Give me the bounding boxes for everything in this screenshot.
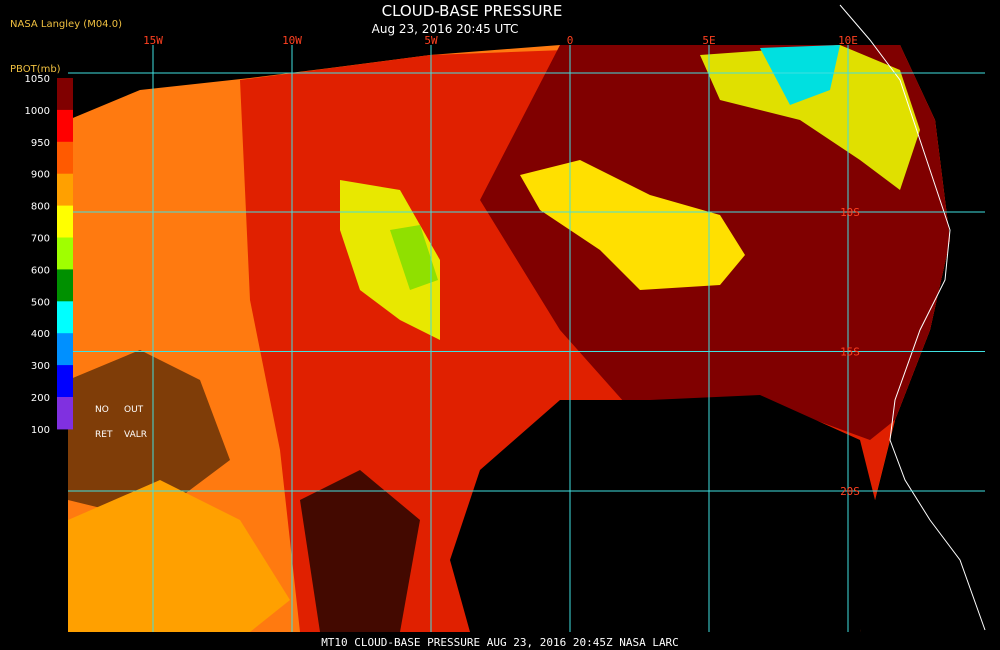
legend-note: NO	[95, 405, 109, 415]
latitude-label: 10S	[840, 206, 860, 219]
legend-title: PBOT(mb)	[10, 64, 61, 75]
longitude-label: 10W	[282, 34, 302, 47]
legend-note: VALR	[124, 430, 147, 440]
cloud-area	[68, 480, 290, 632]
legend-tick-label: 300	[31, 361, 50, 372]
clear-area	[68, 350, 230, 520]
cloud-area	[390, 225, 438, 290]
graticule: 15W 10W 5W 0 5E 10E 10S 15S 20S	[68, 34, 985, 632]
longitude-label: 5E	[702, 34, 715, 47]
legend-swatch	[57, 173, 73, 207]
legend-tick-label: 900	[31, 170, 50, 181]
legend-tick-label: 500	[31, 297, 50, 308]
legend-swatch	[57, 205, 73, 238]
longitude-label: 15W	[143, 34, 163, 47]
cloud-area	[340, 180, 440, 340]
legend-note: RET	[95, 430, 113, 440]
legend-swatch	[57, 141, 73, 175]
legend-tick-label: 950	[31, 138, 50, 149]
clear-area	[300, 470, 420, 632]
legend-tick-label: 1050	[25, 74, 50, 85]
source-label: NASA Langley (M04.0)	[10, 19, 122, 30]
longitude-label: 5W	[424, 34, 438, 47]
legend-tick-label: 400	[31, 329, 50, 340]
legend-swatch	[57, 333, 73, 366]
legend-note: OUT	[124, 405, 144, 415]
latitude-label: 20S	[840, 485, 860, 498]
legend-tick-label: 700	[31, 234, 50, 245]
coastline	[839, 4, 986, 631]
longitude-label: 10E	[838, 34, 858, 47]
legend-swatch	[57, 397, 73, 430]
legend-swatch	[57, 365, 73, 398]
cloud-area	[520, 160, 745, 290]
legend-swatch	[57, 78, 73, 111]
legend-tick-label: 100	[31, 425, 50, 436]
clear-area	[450, 395, 880, 632]
title: CLOUD-BASE PRESSURE	[382, 2, 563, 20]
latitude-label: 15S	[840, 346, 860, 359]
footer: MT10 CLOUD-BASE PRESSURE AUG 23, 2016 20…	[321, 636, 679, 649]
imagery	[68, 4, 986, 632]
legend-swatch	[57, 301, 73, 334]
legend-swatch	[57, 109, 73, 143]
cloud-area	[700, 45, 920, 190]
legend-tick-label: 200	[31, 393, 50, 404]
cloud-area	[760, 45, 840, 105]
legend-tick-label: 600	[31, 265, 50, 276]
legend-tick-label: 800	[31, 202, 50, 213]
subtitle: Aug 23, 2016 20:45 UTC	[372, 22, 519, 36]
longitude-label: 0	[567, 34, 574, 47]
legend-swatch	[57, 237, 73, 270]
legend-tick-label: 1000	[25, 106, 50, 117]
legend: 1050 1000 950 900 800 700 600 500 400 300 200 100 NO…	[25, 74, 147, 440]
legend-swatch	[57, 269, 73, 302]
